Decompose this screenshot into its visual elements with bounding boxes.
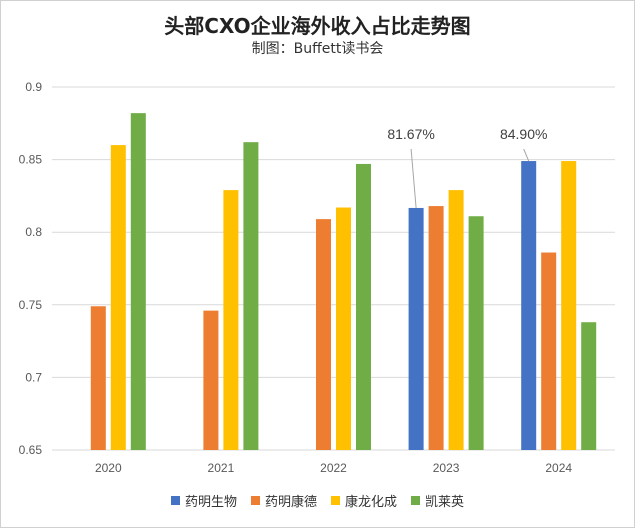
bar: [428, 206, 444, 450]
y-tick-label: 0.85: [19, 153, 43, 167]
legend-swatch: [170, 496, 180, 505]
bar: [110, 145, 126, 450]
legend-swatch: [250, 496, 260, 505]
bar: [356, 163, 371, 450]
y-tick-label: 0.9: [25, 80, 42, 94]
bar: [223, 190, 239, 451]
annotation-leader: [410, 148, 417, 208]
bar: [448, 190, 464, 451]
x-tick-label: 2020: [95, 461, 122, 475]
y-tick-label: 0.75: [19, 298, 43, 312]
bar: [521, 161, 537, 450]
legend-label: 凯莱英: [425, 495, 465, 510]
bar: [90, 306, 106, 450]
bar: [316, 219, 331, 450]
legend-swatch: [331, 496, 340, 505]
legend-swatch: [411, 496, 421, 505]
legend-item: 药明生物: [170, 491, 237, 510]
legend-item: 康龙化成: [331, 491, 397, 510]
y-tick-label: 0.8: [25, 225, 42, 239]
x-tick-label: 2022: [320, 461, 347, 475]
y-tick-label: 0.65: [19, 443, 43, 457]
annotation-label: 84.90%: [500, 126, 547, 142]
x-tick-label: 2023: [433, 461, 460, 475]
bar: [581, 322, 597, 450]
chart-subtitle: 制图：Buffett读书会: [251, 41, 384, 57]
annotation-label: 81.67%: [387, 126, 434, 142]
legend-label: 康龙化成: [345, 495, 398, 510]
legend-item: 凯莱英: [411, 491, 464, 510]
legend-label: 药明康德: [264, 495, 317, 510]
x-tick-label: 2021: [208, 461, 235, 475]
bar: [203, 310, 219, 450]
bar: [130, 113, 146, 451]
bar: [541, 252, 557, 450]
bar: [336, 207, 351, 450]
legend-item: 药明康德: [250, 491, 317, 510]
chart-title: 头部CXO企业海外收入占比走势图: [164, 14, 471, 38]
chart-legend: 药明生物 药明康德 康龙化成 凯莱英: [0, 491, 635, 510]
y-tick-label: 0.7: [25, 370, 42, 384]
bar: [408, 207, 424, 450]
bar: [243, 142, 259, 450]
x-tick-label: 2024: [545, 461, 572, 475]
bar: [561, 161, 577, 450]
annotation-leader: [523, 148, 530, 162]
legend-label: 药明生物: [184, 495, 237, 510]
bar: [468, 216, 484, 450]
